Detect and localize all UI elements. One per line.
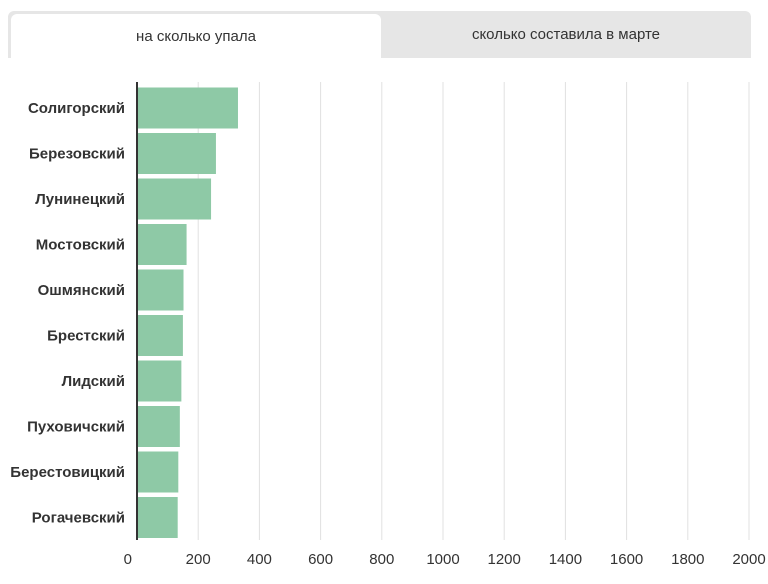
grid-lines: [197, 82, 750, 540]
x-tick-label: 1400: [549, 551, 582, 568]
x-tick-label: 800: [369, 551, 394, 568]
category-label: Мостовский: [36, 237, 125, 254]
tab-bar: на сколько упала сколько составила в мар…: [8, 11, 751, 58]
bar[interactable]: [137, 87, 238, 129]
bar[interactable]: [137, 269, 184, 311]
category-label: Пуховичский: [27, 419, 125, 436]
category-labels: Солигорский Березовский Лунинецкий Мостовск…: [10, 100, 125, 527]
category-label: Рогачевский: [32, 510, 125, 527]
x-tick-label: 1800: [671, 551, 704, 568]
category-label: Березовский: [29, 146, 125, 163]
bar[interactable]: [137, 497, 178, 538]
bars: [137, 87, 238, 538]
bar[interactable]: [137, 178, 212, 220]
x-tick-label: 0: [124, 551, 132, 568]
x-tick-label: 600: [308, 551, 333, 568]
x-tick-label: 2000: [732, 551, 765, 568]
category-label: Солигорский: [28, 100, 125, 117]
tab-decline[interactable]: на сколько упала: [11, 14, 381, 58]
tab-march-total[interactable]: сколько составила в марте: [471, 26, 661, 43]
x-tick-label: 400: [247, 551, 272, 568]
bar[interactable]: [137, 406, 180, 447]
bar[interactable]: [137, 133, 216, 174]
category-label: Лунинецкий: [35, 191, 125, 208]
category-label: Берестовицкий: [10, 464, 125, 481]
x-tick-label: 1200: [488, 551, 521, 568]
category-label: Брестский: [47, 328, 125, 345]
x-tick-label: 1600: [610, 551, 643, 568]
bar[interactable]: [137, 315, 183, 356]
bar[interactable]: [137, 360, 182, 402]
x-tick-labels: 0 200 400 600 800 1000 1200 1400 1600 1800 2000: [124, 551, 766, 568]
category-label: Ошмянский: [38, 282, 125, 299]
x-tick-label: 200: [186, 551, 211, 568]
x-tick-label: 1000: [426, 551, 459, 568]
bar[interactable]: [137, 451, 179, 493]
bar[interactable]: [137, 224, 187, 265]
category-label: Лидский: [62, 373, 125, 390]
